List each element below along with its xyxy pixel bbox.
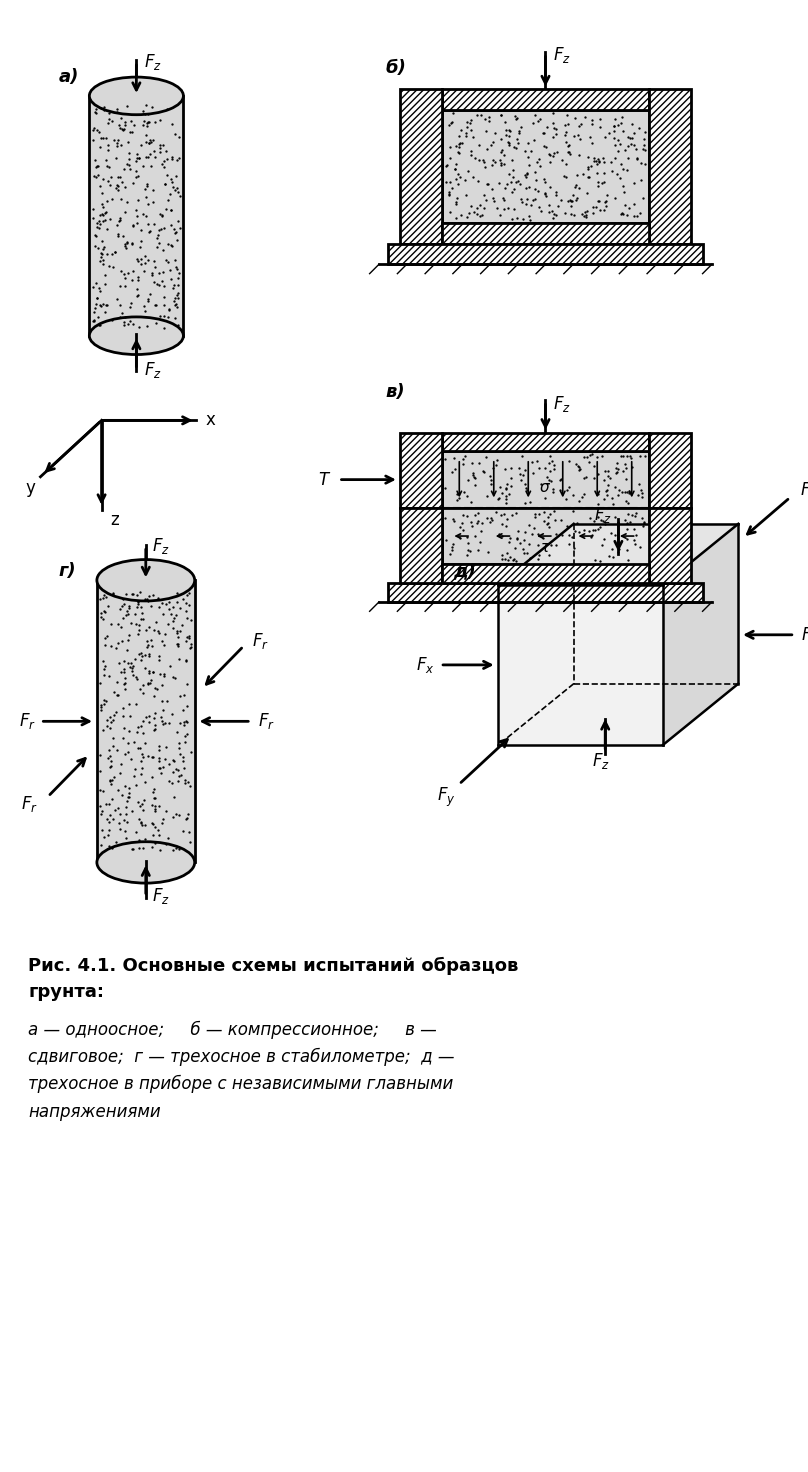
Text: трехосное в приборе с независимыми главными: трехосное в приборе с независимыми главн… bbox=[28, 1075, 453, 1094]
Bar bbox=[442, 508, 649, 564]
Text: $F_z$: $F_z$ bbox=[152, 536, 170, 556]
Bar bbox=[442, 564, 649, 583]
Text: г): г) bbox=[58, 562, 76, 580]
Bar bbox=[649, 508, 692, 583]
Text: $F_z$: $F_z$ bbox=[591, 751, 609, 771]
Text: д): д) bbox=[453, 562, 476, 580]
Bar bbox=[442, 110, 649, 222]
Text: $F_z$: $F_z$ bbox=[145, 359, 162, 380]
Bar bbox=[649, 433, 692, 508]
Bar bbox=[442, 452, 649, 508]
Bar bbox=[97, 580, 195, 863]
Bar bbox=[389, 243, 703, 265]
Ellipse shape bbox=[97, 559, 195, 601]
Text: $F_x$: $F_x$ bbox=[801, 624, 808, 645]
Bar bbox=[400, 90, 442, 243]
Text: $F_y$: $F_y$ bbox=[800, 481, 808, 505]
Text: напряжениями: напряжениями bbox=[28, 1103, 161, 1120]
Bar bbox=[649, 90, 692, 243]
Text: x: x bbox=[206, 411, 216, 430]
Text: $\tau$: $\tau$ bbox=[540, 540, 551, 555]
Ellipse shape bbox=[90, 316, 183, 355]
Text: а): а) bbox=[58, 68, 78, 85]
Text: $F_r$: $F_r$ bbox=[252, 631, 269, 652]
Text: $F_y$: $F_y$ bbox=[436, 786, 455, 810]
Text: $F_z$: $F_z$ bbox=[553, 394, 571, 415]
Bar bbox=[442, 90, 649, 110]
Text: б): б) bbox=[385, 59, 406, 77]
Text: $F_z$: $F_z$ bbox=[553, 46, 571, 65]
Text: в): в) bbox=[385, 383, 406, 402]
Bar bbox=[400, 433, 442, 508]
Bar bbox=[90, 96, 183, 336]
Text: $F_x$: $F_x$ bbox=[416, 655, 435, 674]
Polygon shape bbox=[499, 584, 663, 745]
Polygon shape bbox=[663, 524, 739, 745]
Text: y: y bbox=[25, 478, 35, 498]
Bar bbox=[389, 583, 703, 602]
Text: $F_r$: $F_r$ bbox=[21, 793, 38, 814]
Text: $T$: $T$ bbox=[318, 471, 331, 489]
Text: $F_z$: $F_z$ bbox=[595, 505, 612, 526]
Text: $F_z$: $F_z$ bbox=[145, 52, 162, 72]
Bar bbox=[442, 222, 649, 243]
Text: грунта:: грунта: bbox=[28, 983, 104, 1001]
Bar bbox=[400, 508, 442, 583]
Ellipse shape bbox=[97, 842, 195, 883]
Polygon shape bbox=[499, 524, 739, 584]
Text: $F_z$: $F_z$ bbox=[152, 886, 170, 907]
Text: $\sigma$: $\sigma$ bbox=[540, 480, 552, 495]
Text: $F_r$: $F_r$ bbox=[19, 711, 36, 732]
Text: а — одноосное;     б — компрессионное;     в —: а — одноосное; б — компрессионное; в — bbox=[28, 1020, 437, 1039]
Text: z: z bbox=[111, 511, 119, 528]
Text: Рис. 4.1. Основные схемы испытаний образцов: Рис. 4.1. Основные схемы испытаний образ… bbox=[28, 957, 519, 974]
Text: $F_r$: $F_r$ bbox=[258, 711, 275, 732]
Text: сдвиговое;  г — трехосное в стабилометре;  д —: сдвиговое; г — трехосное в стабилометре;… bbox=[28, 1048, 455, 1066]
Bar bbox=[442, 433, 649, 452]
Ellipse shape bbox=[90, 77, 183, 115]
